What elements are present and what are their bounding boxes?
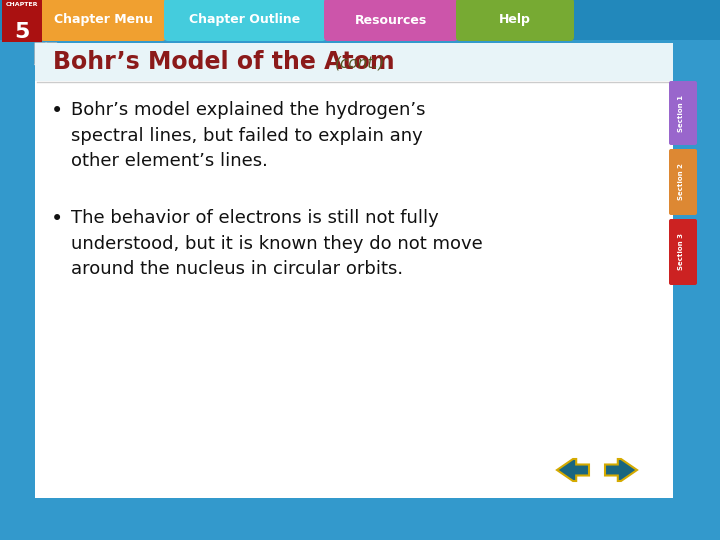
- FancyBboxPatch shape: [669, 81, 697, 145]
- Text: Bohr’s Model of the Atom: Bohr’s Model of the Atom: [53, 50, 395, 74]
- Text: Section 2: Section 2: [678, 164, 684, 200]
- Text: •: •: [51, 101, 63, 121]
- FancyBboxPatch shape: [164, 0, 326, 41]
- FancyBboxPatch shape: [40, 0, 166, 41]
- Text: Section 1: Section 1: [678, 94, 684, 132]
- Text: •: •: [51, 209, 63, 229]
- FancyBboxPatch shape: [2, 0, 42, 42]
- Text: CHAPTER: CHAPTER: [6, 2, 38, 6]
- Text: Chapter Menu: Chapter Menu: [53, 14, 153, 26]
- Polygon shape: [35, 43, 57, 65]
- Text: Help: Help: [499, 14, 531, 26]
- Polygon shape: [35, 43, 57, 65]
- Text: The behavior of electrons is still not fully
understood, but it is known they do: The behavior of electrons is still not f…: [71, 209, 482, 279]
- Text: Bohr’s model explained the hydrogen’s
spectral lines, but failed to explain any
: Bohr’s model explained the hydrogen’s sp…: [71, 101, 426, 171]
- FancyBboxPatch shape: [32, 40, 676, 501]
- Polygon shape: [605, 459, 637, 481]
- Text: 5: 5: [14, 22, 30, 42]
- FancyBboxPatch shape: [324, 0, 458, 41]
- Text: (cont.): (cont.): [335, 56, 385, 71]
- FancyBboxPatch shape: [456, 0, 574, 41]
- Text: Chapter Outline: Chapter Outline: [189, 14, 301, 26]
- FancyBboxPatch shape: [669, 149, 697, 215]
- FancyBboxPatch shape: [669, 219, 697, 285]
- Text: Resources: Resources: [355, 14, 427, 26]
- Polygon shape: [557, 459, 589, 481]
- FancyBboxPatch shape: [35, 43, 673, 81]
- FancyBboxPatch shape: [35, 43, 673, 498]
- FancyBboxPatch shape: [0, 0, 720, 40]
- Text: Section 3: Section 3: [678, 233, 684, 271]
